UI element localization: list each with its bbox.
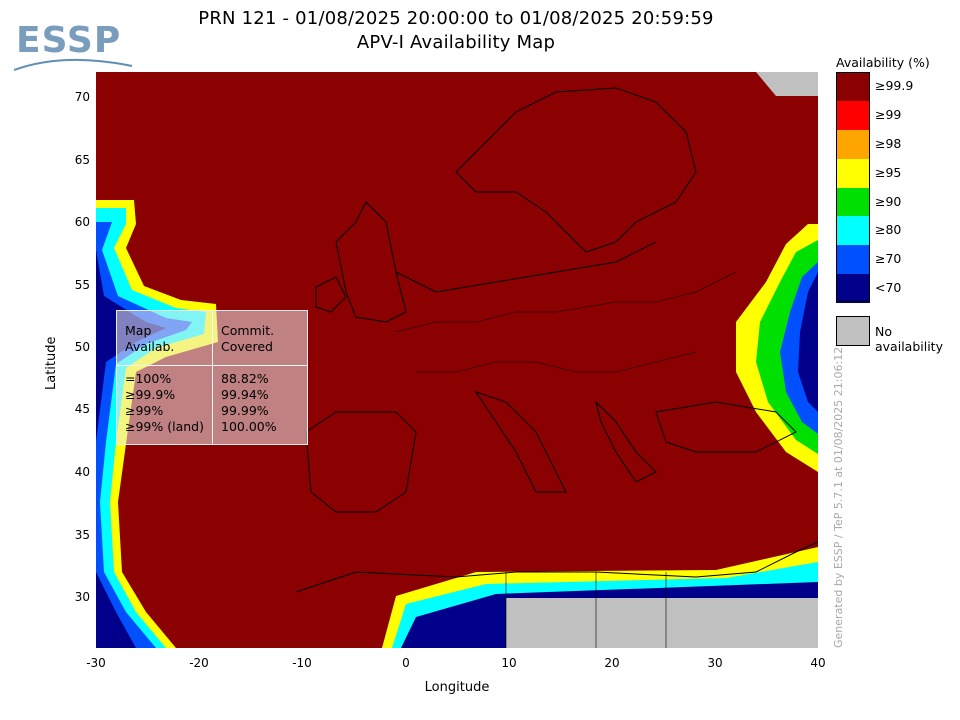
y-tick: 65 [74,153,90,167]
legend-swatch [836,216,870,245]
legend-label: ≥90 [875,194,902,209]
x-tick: 40 [810,656,826,670]
stats-covered-value: 88.82% [221,371,269,386]
y-tick: 55 [74,278,90,292]
ireland-coast [315,276,347,313]
legend-swatch [836,72,870,101]
balkan-coast [595,400,657,483]
stats-covered-value: 99.94% [221,387,269,402]
legend-swatch [836,130,870,159]
east-edge-darkblue [798,272,818,412]
west-edge-darkblue [96,250,166,648]
legend-swatch [836,101,870,130]
legend-swatch [836,188,870,217]
no-availability-africa [506,598,818,648]
black-sea-coast [655,401,797,453]
scandinavia-coast [455,87,697,253]
stats-map-value: ≥99% (land) [125,419,204,434]
legend-label: ≥80 [875,222,902,237]
x-tick: -10 [292,656,312,670]
legend-title: Availability (%) [836,55,930,70]
coverage-stats-table: Map Availab. Commit. Covered =100% ≥99.9… [116,310,308,445]
y-axis-label: Latitude [44,336,59,390]
legend-label: <70 [875,280,902,295]
legend-label: ≥95 [875,165,902,180]
generator-credit: Generated by ESSP / TeP 5.7.1 at 01/08/2… [832,346,845,648]
chart-title: PRN 121 - 01/08/2025 20:00:00 to 01/08/2… [198,8,714,29]
britain-coast [335,201,407,323]
x-tick: 0 [402,656,410,670]
legend-swatch [836,159,870,188]
x-tick: 30 [707,656,723,670]
svg-text:ESSP: ESSP [16,20,121,61]
legend-label: ≥98 [875,136,902,151]
no-availability-label: No availability [875,324,943,354]
south-edge-darkblue [401,582,818,648]
y-tick: 45 [74,402,90,416]
stats-col1-header-line2: Availab. [125,339,175,354]
x-tick: -30 [86,656,106,670]
x-tick: 10 [501,656,517,670]
stats-covered-value: 100.00% [221,419,277,434]
x-tick: -20 [189,656,209,670]
stats-map-value: =100% [125,371,172,386]
legend-label: ≥70 [875,251,902,266]
y-tick: 35 [74,528,90,542]
north-europe-coast [395,241,657,293]
y-tick: 50 [74,340,90,354]
chart-subtitle: APV-I Availability Map [356,32,556,53]
iberia-coast [305,411,417,513]
y-tick: 30 [74,590,90,604]
y-tick: 70 [74,90,90,104]
legend-label: ≥99 [875,107,902,122]
x-axis-label: Longitude [424,680,490,695]
stats-col2-header-line1: Commit. [221,323,275,338]
stats-col1-header-line1: Map [125,323,152,338]
stats-col2-header-line2: Covered [221,339,273,354]
y-tick: 40 [74,465,90,479]
italy-coast [474,391,567,493]
no-availability-swatch [836,316,870,346]
stats-map-value: ≥99.9% [125,387,176,402]
legend-swatch [836,245,870,274]
stats-covered-value: 99.99% [221,403,269,418]
legend-label: ≥99.9 [875,78,914,93]
country-borders [395,271,737,648]
y-tick: 60 [74,215,90,229]
stats-map-value: ≥99% [125,403,164,418]
legend-swatch [836,274,870,303]
essp-logo: ESSP [14,20,133,71]
x-tick: 20 [604,656,620,670]
no-availability-ne [756,72,818,96]
